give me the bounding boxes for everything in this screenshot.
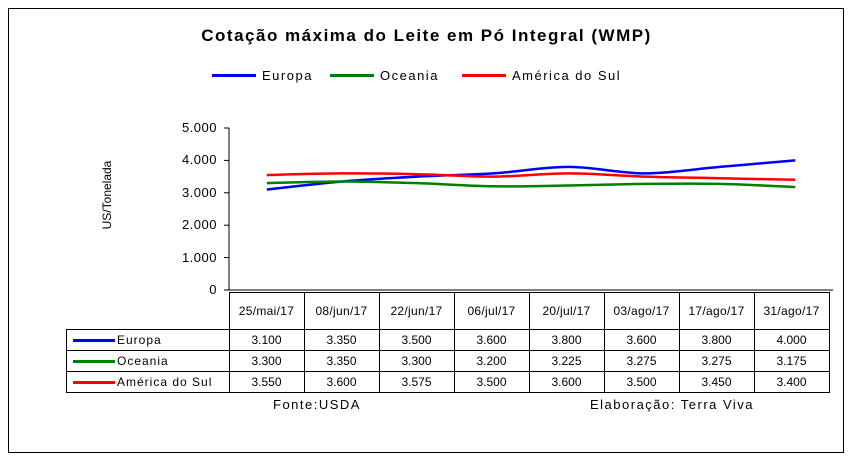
legend-item-europa: Europa xyxy=(212,68,313,83)
table-cell: 3.600 xyxy=(603,329,680,351)
table-swatch-oceania xyxy=(73,360,115,363)
chart-title: Cotação máxima do Leite em Pó Integral (… xyxy=(201,26,652,45)
x-tick-label: 06/jul/17 xyxy=(453,292,530,330)
legend-swatch-europa xyxy=(212,74,256,77)
table-series-label: Europa xyxy=(117,333,162,347)
data-table: 25/mai/17 08/jun/17 22/jun/17 06/jul/17 … xyxy=(66,292,830,393)
table-swatch-europa xyxy=(73,339,115,342)
legend-item-oceania: Oceania xyxy=(330,68,439,83)
legend-label-europa: Europa xyxy=(262,68,313,83)
table-corner xyxy=(66,292,230,330)
table-cell: 3.800 xyxy=(678,329,755,351)
table-cell: 3.175 xyxy=(753,350,830,372)
table-row-europa: Europa 3.100 3.350 3.500 3.600 3.800 3.6… xyxy=(66,329,830,351)
table-cell: 4.000 xyxy=(753,329,830,351)
table-cell: 3.800 xyxy=(528,329,605,351)
table-cell: 3.600 xyxy=(528,371,605,393)
table-swatch-america-do-sul xyxy=(73,381,115,384)
series-line-oceania xyxy=(266,180,796,189)
table-cell: 3.550 xyxy=(228,371,305,393)
table-cell: 3.275 xyxy=(678,350,755,372)
table-row-america-do-sul: América do Sul 3.550 3.600 3.575 3.500 3… xyxy=(66,371,830,393)
table-series-label: Oceania xyxy=(117,354,169,368)
table-cell: 3.225 xyxy=(528,350,605,372)
series-line-america-do-sul xyxy=(266,172,796,182)
x-tick-label: 08/jun/17 xyxy=(303,292,380,330)
x-tick-label: 20/jul/17 xyxy=(528,292,605,330)
table-cell: 3.100 xyxy=(228,329,305,351)
x-tick-label: 03/ago/17 xyxy=(603,292,680,330)
table-series-name: Europa xyxy=(66,329,230,351)
legend-swatch-america-do-sul xyxy=(462,74,506,77)
table-cell: 3.350 xyxy=(303,350,380,372)
y-tick-label: 4.000 xyxy=(181,152,217,168)
x-tick-label: 17/ago/17 xyxy=(678,292,755,330)
x-tick-label: 25/mai/17 xyxy=(228,292,305,330)
table-cell: 3.300 xyxy=(378,350,455,372)
table-cell: 3.575 xyxy=(378,371,455,393)
table-cell: 3.600 xyxy=(453,329,530,351)
legend-item-america-do-sul: América do Sul xyxy=(462,68,621,83)
table-series-label: América do Sul xyxy=(117,375,213,389)
table-header-row: 25/mai/17 08/jun/17 22/jun/17 06/jul/17 … xyxy=(66,292,830,330)
table-cell: 3.500 xyxy=(453,371,530,393)
table-cell: 3.275 xyxy=(603,350,680,372)
table-series-name: América do Sul xyxy=(66,371,230,393)
legend-label-oceania: Oceania xyxy=(380,68,439,83)
y-tick-label: 1.000 xyxy=(181,249,217,265)
table-cell: 3.400 xyxy=(753,371,830,393)
table-cell: 3.350 xyxy=(303,329,380,351)
y-tick-label: 0 xyxy=(209,282,217,297)
x-tick-label: 22/jun/17 xyxy=(378,292,455,330)
table-series-name: Oceania xyxy=(66,350,230,372)
legend-label-america-do-sul: América do Sul xyxy=(512,68,622,83)
x-tick-label: 31/ago/17 xyxy=(753,292,830,330)
table-cell: 3.500 xyxy=(378,329,455,351)
source-note: Fonte:USDA xyxy=(273,397,361,412)
y-tick-label: 2.000 xyxy=(181,217,217,233)
credit-note: Elaboração: Terra Viva xyxy=(590,397,755,412)
table-cell: 3.500 xyxy=(603,371,680,393)
table-cell: 3.300 xyxy=(228,350,305,372)
legend: Europa Oceania América do Sul xyxy=(0,68,853,88)
table-cell: 3.600 xyxy=(303,371,380,393)
legend-swatch-oceania xyxy=(330,74,374,77)
table-row-oceania: Oceania 3.300 3.350 3.300 3.200 3.225 3.… xyxy=(66,350,830,372)
y-tick-label: 3.000 xyxy=(181,184,217,200)
table-cell: 3.450 xyxy=(678,371,755,393)
y-tick-label: 5.000 xyxy=(181,120,217,135)
table-cell: 3.200 xyxy=(453,350,530,372)
